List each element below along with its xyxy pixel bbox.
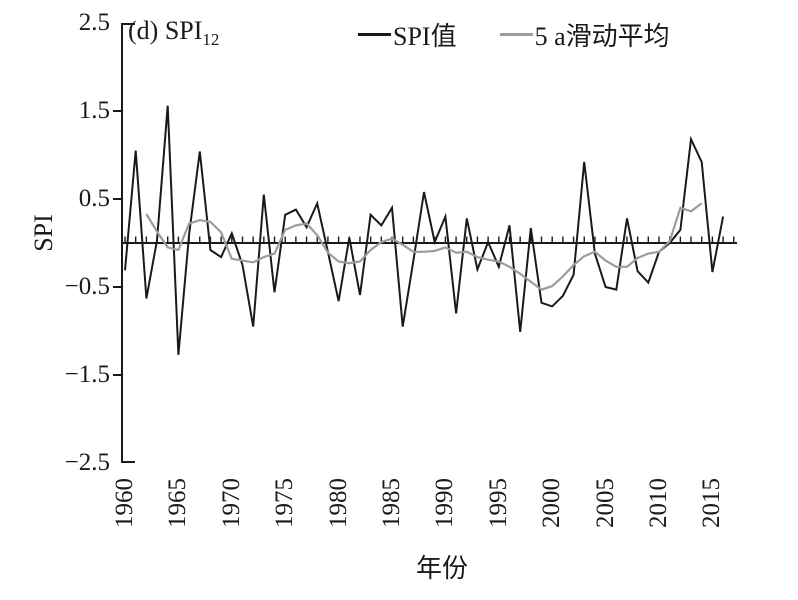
moving-average-series-line [145, 202, 703, 291]
x-tick-label: 1985 [378, 478, 405, 528]
moving-average-line-swatch [499, 33, 533, 36]
legend-label-ma: 5 a滑动平均 [534, 22, 670, 51]
y-tick-label: −2.5 [64, 449, 110, 476]
y-tick-label: 1.5 [78, 97, 110, 124]
y-tick-label: 0.5 [78, 185, 110, 212]
x-tick-label: 2000 [538, 478, 566, 528]
legend: SPI值 5 a滑动平均 [358, 16, 670, 53]
x-tick-label: 1965 [164, 478, 192, 528]
x-tick-label: 1990 [431, 478, 459, 528]
chart-title-subscript: 12 [202, 30, 220, 50]
x-tick-label: 1995 [484, 478, 512, 528]
x-tick-label: 2010 [645, 478, 672, 528]
y-tick-label: −0.5 [64, 273, 110, 300]
chart-title: (d) SPI12 [128, 16, 219, 50]
legend-item-spi: SPI值 [358, 16, 457, 53]
x-axis-title: 年份 [415, 554, 468, 583]
y-tick-label: −1.5 [64, 361, 110, 388]
spi-series-line [124, 105, 725, 355]
chart-title-prefix: (d) SPI [128, 16, 203, 45]
x-tick-label: 1975 [271, 478, 299, 528]
legend-item-ma: 5 a滑动平均 [499, 16, 670, 53]
x-tick-label: 1960 [111, 478, 138, 528]
x-tick-label: 1970 [217, 478, 245, 528]
y-tick-label: 2.5 [78, 9, 110, 36]
x-tick-label: 2005 [591, 478, 619, 528]
x-tick-label: 1980 [324, 478, 352, 528]
legend-label-spi: SPI值 [393, 22, 457, 51]
x-tick-label: 2015 [698, 478, 726, 528]
spi-line-swatch [358, 33, 391, 36]
